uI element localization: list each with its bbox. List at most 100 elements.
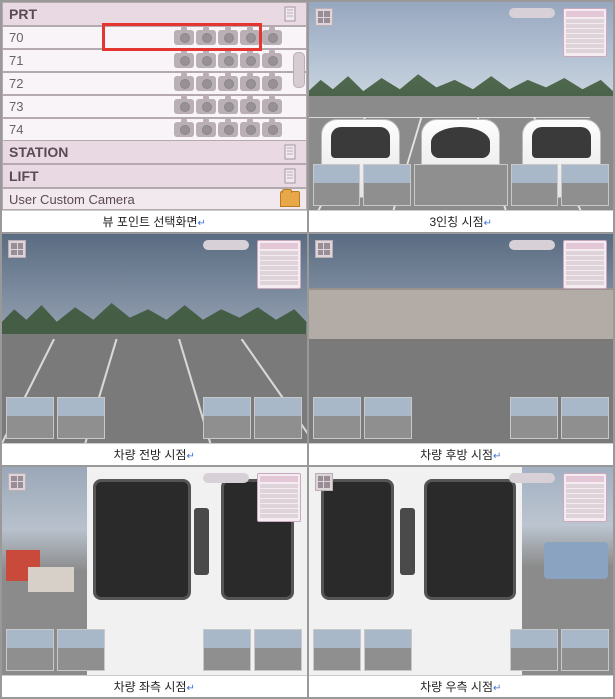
camera-icon[interactable] xyxy=(196,76,216,91)
scrollbar-thumb[interactable] xyxy=(293,52,305,88)
scene-left[interactable] xyxy=(2,467,307,675)
bottom-thumbnails xyxy=(313,629,610,671)
thumb-1[interactable] xyxy=(313,629,361,671)
station-label: STATION xyxy=(9,144,68,160)
thumb-3[interactable] xyxy=(510,397,558,439)
door-pillar xyxy=(194,508,209,575)
side-window-left xyxy=(93,479,190,600)
cell-front-view: 차량 전방 시점↵ xyxy=(1,233,308,465)
station-header[interactable]: STATION xyxy=(2,140,307,164)
grid-view-button[interactable] xyxy=(315,240,333,258)
building-layer xyxy=(309,288,614,340)
building-small xyxy=(28,567,75,592)
custom-camera-row[interactable]: User Custom Camera xyxy=(2,188,307,210)
camera-icon[interactable] xyxy=(196,99,216,114)
caption-text: 뷰 포인트 선택화면 xyxy=(103,215,198,229)
thumb-3[interactable] xyxy=(510,629,558,671)
camera-icon[interactable] xyxy=(174,122,194,137)
thumb-4[interactable] xyxy=(254,629,302,671)
prt-row-74[interactable]: 74 xyxy=(2,118,307,140)
grid-view-button[interactable] xyxy=(315,473,333,491)
camera-icon[interactable] xyxy=(196,30,216,45)
camera-icon[interactable] xyxy=(240,53,260,68)
camera-icon[interactable] xyxy=(262,76,282,91)
camera-icon[interactable] xyxy=(196,53,216,68)
camera-icon[interactable] xyxy=(262,122,282,137)
mini-side-panel[interactable] xyxy=(257,473,301,522)
cell-viewpoint-panel: PRT 70 xyxy=(1,1,308,233)
camera-icon[interactable] xyxy=(174,30,194,45)
camera-buttons-row-3 xyxy=(174,99,282,114)
caption-6: 차량 우측 시점↵ xyxy=(309,675,614,697)
camera-icon[interactable] xyxy=(240,76,260,91)
folder-icon[interactable] xyxy=(280,191,300,207)
prt-row-72[interactable]: 72 xyxy=(2,72,307,95)
scene-rear[interactable] xyxy=(309,234,614,442)
camera-icon[interactable] xyxy=(240,99,260,114)
scene-front[interactable] xyxy=(2,234,307,442)
camera-icon[interactable] xyxy=(218,53,238,68)
camera-icon[interactable] xyxy=(218,76,238,91)
lift-header[interactable]: LIFT xyxy=(2,164,307,188)
thumb-3[interactable] xyxy=(203,397,251,439)
camera-icon[interactable] xyxy=(218,99,238,114)
grid-view-button[interactable] xyxy=(315,8,333,26)
camera-icon[interactable] xyxy=(262,53,282,68)
scene-3rd-person[interactable] xyxy=(309,2,614,210)
return-glyph-icon: ↵ xyxy=(187,683,195,694)
camera-icon[interactable] xyxy=(218,122,238,137)
thumb-2[interactable] xyxy=(57,397,105,439)
thumb-1[interactable] xyxy=(313,164,361,206)
thumb-4[interactable] xyxy=(561,164,609,206)
prt-row-73[interactable]: 73 xyxy=(2,95,307,118)
camera-icon[interactable] xyxy=(218,30,238,45)
thumb-2[interactable] xyxy=(363,164,411,206)
bottom-thumbnails xyxy=(6,629,303,671)
thumb-3[interactable] xyxy=(203,629,251,671)
thumb-4[interactable] xyxy=(561,629,609,671)
camera-icon[interactable] xyxy=(196,122,216,137)
grid-view-button[interactable] xyxy=(8,240,26,258)
thumb-1[interactable] xyxy=(6,397,54,439)
camera-icon[interactable] xyxy=(240,122,260,137)
document-icon[interactable] xyxy=(282,5,300,23)
camera-icon[interactable] xyxy=(174,76,194,91)
mini-side-panel[interactable] xyxy=(563,8,607,57)
thumb-2[interactable] xyxy=(364,397,412,439)
camera-icon[interactable] xyxy=(174,99,194,114)
thumb-3[interactable] xyxy=(511,164,559,206)
thumb-spacer xyxy=(108,397,200,439)
document-icon[interactable] xyxy=(282,143,300,161)
camera-icon[interactable] xyxy=(174,53,194,68)
thumb-2[interactable] xyxy=(57,629,105,671)
camera-icon[interactable] xyxy=(262,99,282,114)
prt-row-71[interactable]: 71 xyxy=(2,49,307,72)
mini-side-panel[interactable] xyxy=(257,240,301,289)
prt-panel: PRT 70 xyxy=(2,2,307,210)
thumb-2[interactable] xyxy=(364,629,412,671)
camera-icon[interactable] xyxy=(240,30,260,45)
thumb-4[interactable] xyxy=(254,397,302,439)
thumb-1[interactable] xyxy=(313,397,361,439)
grid-view-button[interactable] xyxy=(8,473,26,491)
return-glyph-icon: ↵ xyxy=(187,451,195,462)
cell-right-view: 차량 우측 시점↵ xyxy=(308,466,615,698)
cell-rear-view: 차량 후방 시점↵ xyxy=(308,233,615,465)
scene-right[interactable] xyxy=(309,467,614,675)
prt-row-70[interactable]: 70 xyxy=(2,26,307,49)
return-glyph-icon: ↵ xyxy=(493,451,501,462)
prt-header[interactable]: PRT xyxy=(2,2,307,26)
thumb-4[interactable] xyxy=(561,397,609,439)
camera-icon[interactable] xyxy=(262,30,282,45)
return-glyph-icon: ↵ xyxy=(484,218,492,229)
bottom-thumbnails xyxy=(313,397,610,439)
bottom-thumbnails xyxy=(6,397,303,439)
prt-rows-area: 70 71 xyxy=(2,26,307,140)
caption-text: 차량 후방 시점 xyxy=(420,448,493,462)
viewpoint-panel-area: PRT 70 xyxy=(2,2,307,210)
document-icon[interactable] xyxy=(282,167,300,185)
thumb-1[interactable] xyxy=(6,629,54,671)
mini-side-panel[interactable] xyxy=(563,473,607,522)
prt-title: PRT xyxy=(9,6,37,22)
mini-side-panel[interactable] xyxy=(563,240,607,289)
